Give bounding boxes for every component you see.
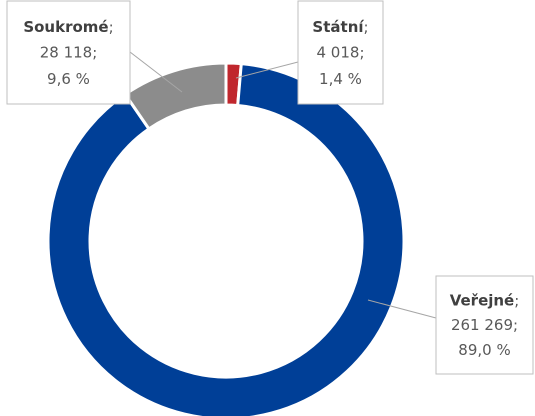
separator: ; [109, 17, 114, 35]
category-name: Veřejné [450, 291, 515, 309]
label-line: 261 269; [451, 316, 518, 334]
category-name: Soukromé [23, 17, 108, 35]
data-label: Veřejné;261 269;89,0 % [450, 291, 520, 359]
donut-slice [123, 61, 228, 132]
separator: ; [514, 291, 519, 309]
category-name: Státní [312, 17, 364, 35]
leader-line [367, 299, 437, 319]
label-box [297, 0, 384, 105]
value-label: 261 269 [451, 316, 513, 334]
label-line: 4 018; [316, 43, 364, 61]
label-line: Soukromé; [23, 17, 113, 35]
label-box [435, 275, 534, 375]
percentage-label: 9,6 % [47, 70, 90, 88]
leader-line [129, 51, 183, 93]
separator: ; [513, 316, 518, 334]
percentage-label: 1,4 % [319, 70, 362, 88]
donut-slice [46, 62, 406, 416]
label-box [6, 0, 131, 105]
separator: ; [364, 17, 369, 35]
label-line: 28 118; [40, 43, 98, 61]
data-label: Státní;4 018;1,4 % [312, 17, 368, 88]
label-line: Státní; [312, 17, 368, 35]
value-label: 28 118 [40, 43, 93, 61]
leader-line [235, 61, 299, 79]
separator: ; [92, 43, 97, 61]
value-label: 4 018 [316, 43, 359, 61]
percentage-label: 89,0 % [458, 341, 510, 359]
separator: ; [359, 43, 364, 61]
label-line: Veřejné; [450, 291, 520, 309]
data-label: Soukromé;28 118;9,6 % [23, 17, 113, 88]
